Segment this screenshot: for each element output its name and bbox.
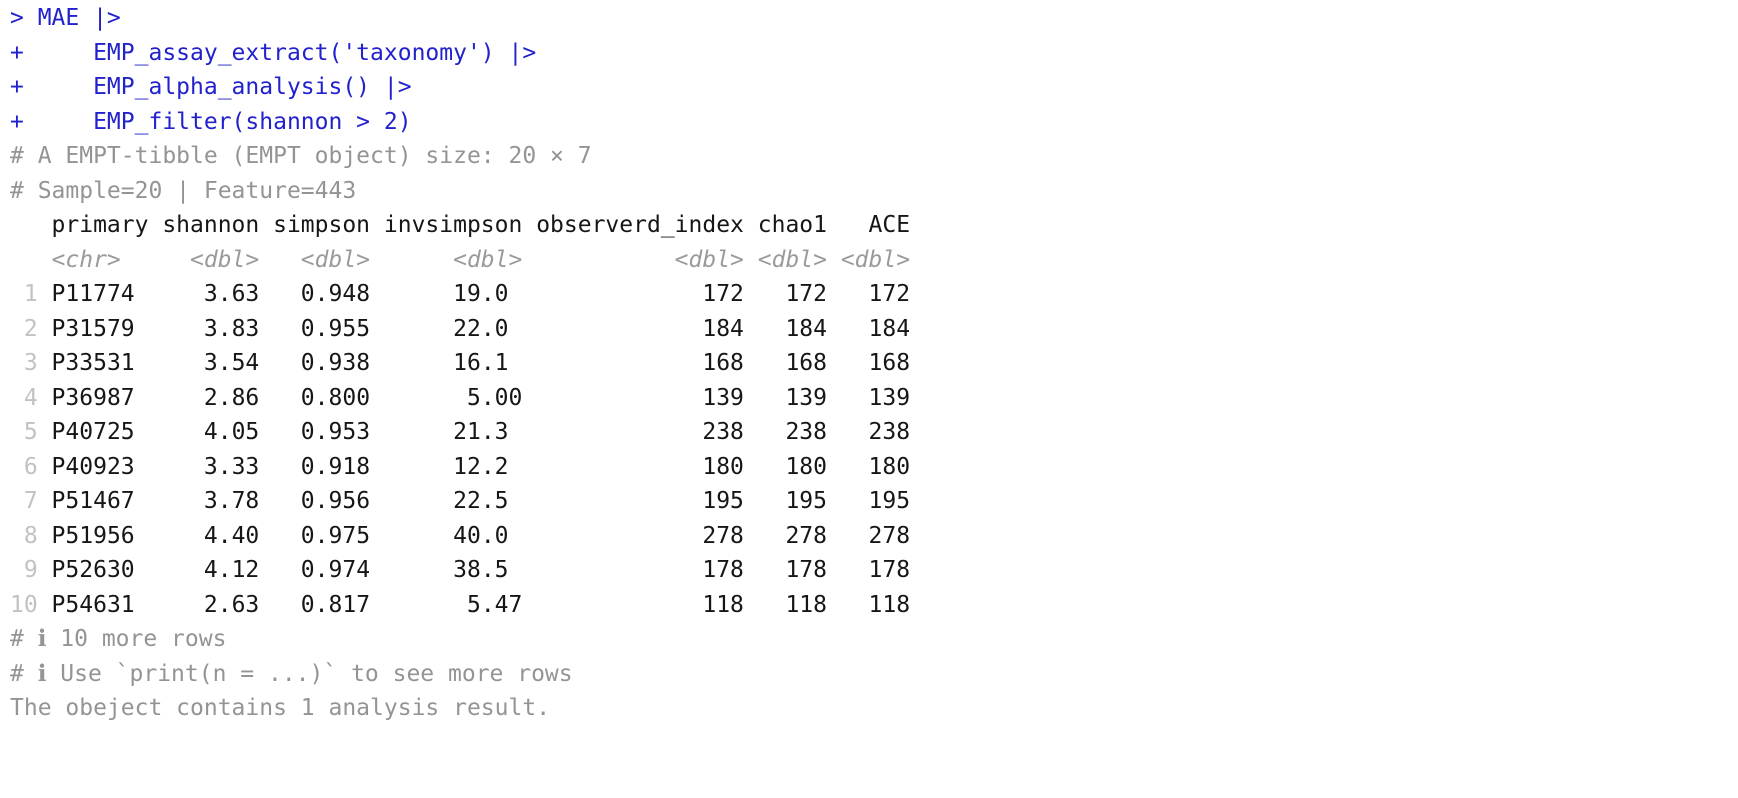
table-data-row: 5 P40725 4.05 0.953 21.3 238 238 238 xyxy=(10,415,1738,450)
table-header-row: primary shannon simpson invsimpson obser… xyxy=(10,208,1738,243)
console-input-line-text: + EMP_assay_extract('taxonomy') |> xyxy=(10,39,537,66)
tibble-footer-line: # ℹ Use `print(n = ...)` to see more row… xyxy=(10,657,1738,692)
console-message-line-text: The obeject contains 1 analysis result. xyxy=(10,695,551,721)
table-data-row: 6 P40923 3.33 0.918 12.2 180 180 180 xyxy=(10,450,1738,485)
tibble-summary-line: # Sample=20 | Feature=443 xyxy=(10,174,1738,209)
table-data-row-text: P36987 2.86 0.800 5.00 139 139 139 xyxy=(37,384,911,411)
table-type-row-text: <chr> <dbl> <dbl> <dbl> <dbl> <dbl> <dbl… xyxy=(10,246,911,273)
table-data-row-text: 6 xyxy=(10,453,38,480)
tibble-footer-line: # ℹ 10 more rows xyxy=(10,622,1738,657)
table-data-row-text: P40923 3.33 0.918 12.2 180 180 180 xyxy=(37,453,911,480)
table-data-row-text: P40725 4.05 0.953 21.3 238 238 238 xyxy=(37,419,911,445)
table-data-row: 8 P51956 4.40 0.975 40.0 278 278 278 xyxy=(10,519,1738,554)
table-data-row-text: 4 xyxy=(10,384,38,411)
console-input-line: > MAE |> xyxy=(10,1,1738,36)
table-data-row-text: P54631 2.63 0.817 5.47 118 118 118 xyxy=(37,591,911,618)
table-data-row-text: P51467 3.78 0.956 22.5 195 195 195 xyxy=(37,488,911,514)
table-data-row: 2 P31579 3.83 0.955 22.0 184 184 184 xyxy=(10,312,1738,347)
table-data-row-text: 10 xyxy=(10,591,38,618)
table-data-row-text: 8 xyxy=(10,522,38,549)
console-input-line-text: > MAE |> xyxy=(10,5,121,31)
console-message-line: The obeject contains 1 analysis result. xyxy=(10,691,1738,726)
table-data-row-text: 7 xyxy=(10,488,38,514)
table-data-row-text: P31579 3.83 0.955 22.0 184 184 184 xyxy=(37,315,911,342)
table-data-row: 9 P52630 4.12 0.974 38.5 178 178 178 xyxy=(10,553,1738,588)
tibble-footer-line-text: # ℹ Use `print(n = ...)` to see more row… xyxy=(10,660,573,687)
table-data-row-text: 9 xyxy=(10,557,38,583)
table-data-row-text: 5 xyxy=(10,419,38,445)
console-input-line-text: + EMP_alpha_analysis() |> xyxy=(10,74,412,100)
table-data-row-text: 2 xyxy=(10,315,38,342)
table-data-row-text: P11774 3.63 0.948 19.0 172 172 172 xyxy=(37,281,911,307)
table-data-row-text: 3 xyxy=(10,350,38,376)
table-type-row: <chr> <dbl> <dbl> <dbl> <dbl> <dbl> <dbl… xyxy=(10,243,1738,278)
table-data-row-text: P33531 3.54 0.938 16.1 168 168 168 xyxy=(37,350,911,376)
table-data-row-text: 1 xyxy=(10,281,38,307)
console-input-line-text: + EMP_filter(shannon > 2) xyxy=(10,108,412,135)
console-input-line: + EMP_filter(shannon > 2) xyxy=(10,105,1738,140)
table-header-row-text: primary shannon simpson invsimpson obser… xyxy=(10,212,911,238)
tibble-footer-line-text: # ℹ 10 more rows xyxy=(10,626,227,652)
table-data-row: 10 P54631 2.63 0.817 5.47 118 118 118 xyxy=(10,588,1738,623)
table-data-row-text: P52630 4.12 0.974 38.5 178 178 178 xyxy=(37,557,911,583)
table-data-row-text: P51956 4.40 0.975 40.0 278 278 278 xyxy=(37,522,911,549)
table-data-row: 7 P51467 3.78 0.956 22.5 195 195 195 xyxy=(10,484,1738,519)
tibble-summary-line-text: # Sample=20 | Feature=443 xyxy=(10,177,357,204)
tibble-summary-line: # A EMPT-tibble (EMPT object) size: 20 ×… xyxy=(10,139,1738,174)
table-data-row: 3 P33531 3.54 0.938 16.1 168 168 168 xyxy=(10,346,1738,381)
console-input-line: + EMP_assay_extract('taxonomy') |> xyxy=(10,36,1738,71)
tibble-summary-line-text: # A EMPT-tibble (EMPT object) size: 20 ×… xyxy=(10,143,592,169)
console-input-line: + EMP_alpha_analysis() |> xyxy=(10,70,1738,105)
table-data-row: 1 P11774 3.63 0.948 19.0 172 172 172 xyxy=(10,277,1738,312)
table-data-row: 4 P36987 2.86 0.800 5.00 139 139 139 xyxy=(10,381,1738,416)
